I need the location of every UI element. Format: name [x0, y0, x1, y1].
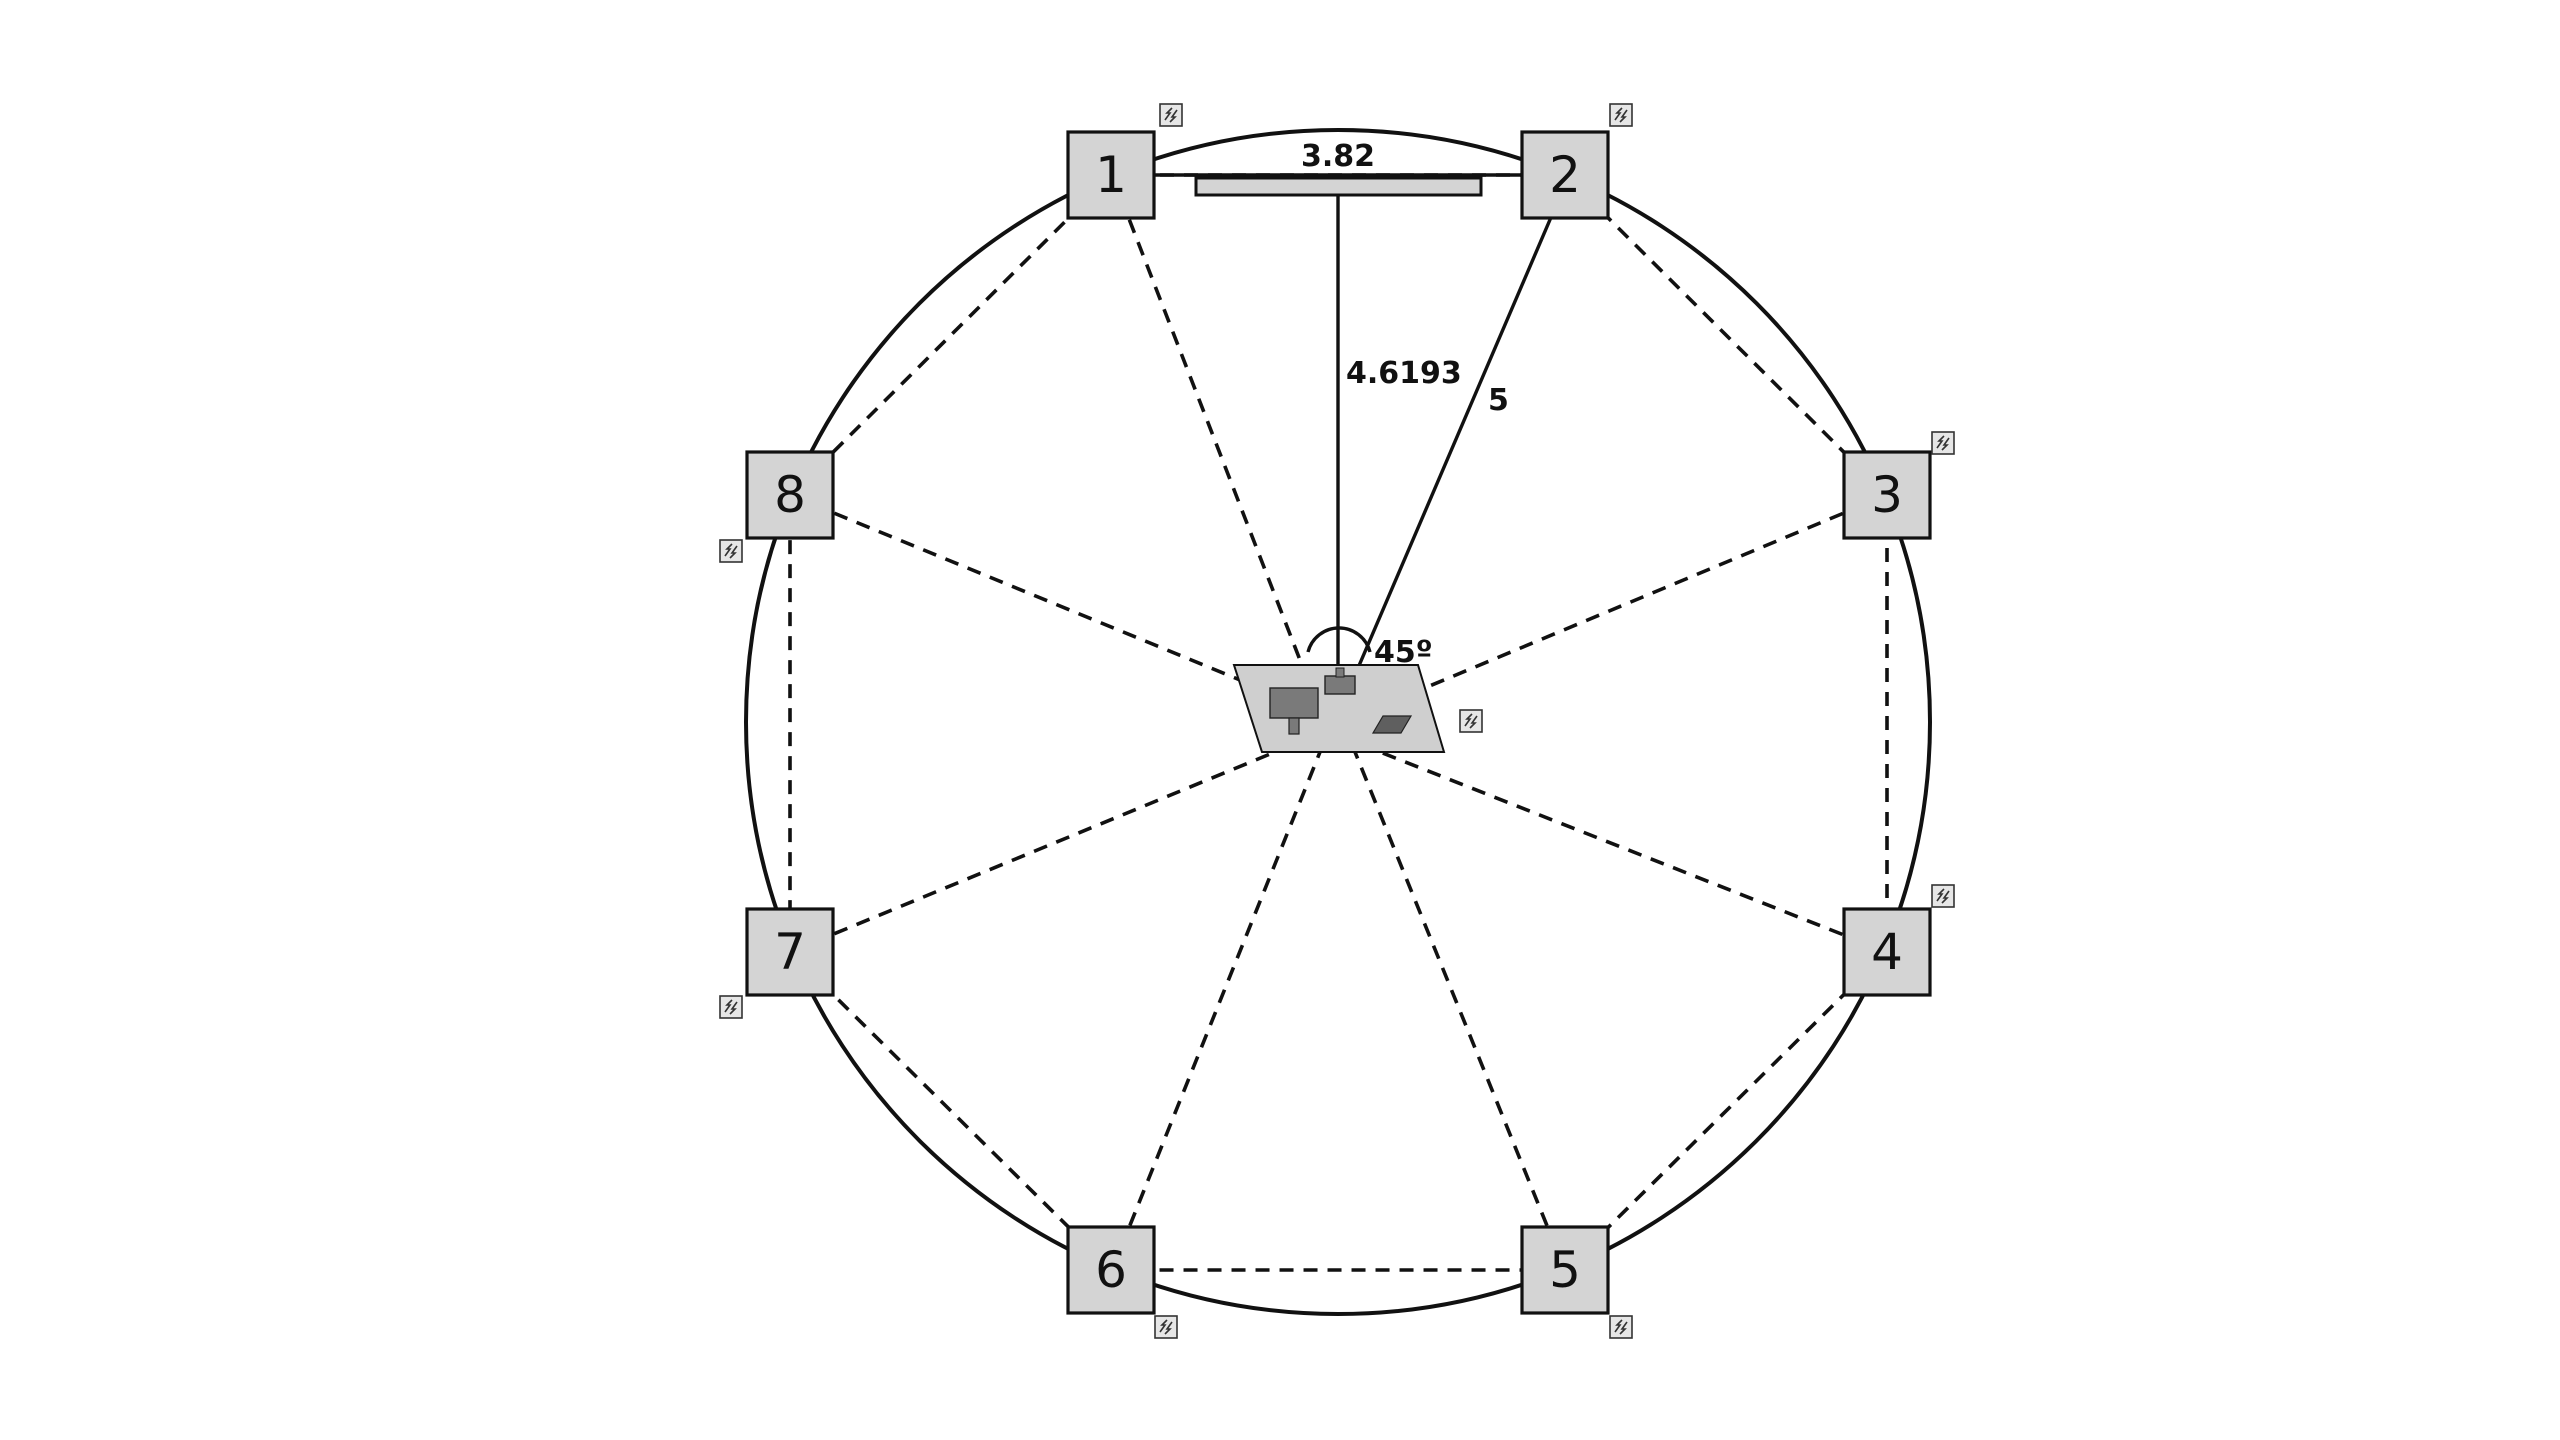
link-icon	[1159, 103, 1183, 127]
node-4-label: 4	[1871, 923, 1903, 981]
platform-component-knob	[1335, 667, 1345, 678]
link-icon	[1154, 1315, 1178, 1339]
spoke-7	[789, 750, 1276, 954]
node-3-label: 3	[1871, 466, 1903, 524]
spacing-label: 3.82	[1301, 139, 1375, 174]
spoke-4	[1379, 750, 1888, 954]
node-6-box	[1066, 1225, 1156, 1315]
node-1-label: 1	[1095, 146, 1127, 204]
outer-circle	[744, 128, 1932, 1316]
node-1-box	[1066, 130, 1156, 220]
radius-label: 5	[1488, 383, 1509, 418]
perpendicular-label: 4.6193	[1346, 356, 1462, 391]
node-7: 7	[745, 907, 835, 997]
octagon-perimeter	[788, 173, 1889, 1272]
link-icon	[719, 995, 743, 1019]
node-7-box	[745, 907, 835, 997]
node-5-label: 5	[1549, 1241, 1581, 1299]
angle-arc	[1306, 626, 1372, 653]
node-8-label: 8	[774, 466, 806, 524]
node-6: 6	[1066, 1225, 1156, 1315]
link-icon	[1609, 103, 1633, 127]
radius-line	[1356, 214, 1554, 669]
node-3-box	[1842, 450, 1932, 540]
node-2: 2	[1520, 130, 1610, 220]
node-5-box	[1520, 1225, 1610, 1315]
node-2-label: 2	[1549, 146, 1581, 204]
node-4: 4	[1842, 907, 1932, 997]
node-3: 3	[1842, 450, 1932, 540]
node-4-box	[1842, 907, 1932, 997]
spoke-8	[789, 493, 1241, 682]
spokes	[789, 174, 1888, 1271]
link-icon	[1931, 884, 1955, 908]
node-7-label: 7	[774, 923, 806, 981]
platform-component-small	[1324, 675, 1356, 695]
link-icon	[1609, 1315, 1633, 1339]
link-icon	[1459, 709, 1483, 733]
node-8: 8	[745, 450, 835, 540]
node-8-box	[745, 450, 835, 540]
link-icon	[719, 539, 743, 563]
platform-component-slab	[1371, 715, 1413, 734]
platform-component-large	[1269, 687, 1319, 719]
spoke-5	[1353, 751, 1567, 1271]
node-1: 1	[1066, 130, 1156, 220]
spoke-3	[1419, 493, 1888, 692]
spoke-1	[1110, 174, 1302, 661]
platform-icon	[1232, 664, 1446, 753]
platform-component-stem	[1288, 717, 1300, 735]
node-6-label: 6	[1095, 1241, 1127, 1299]
link-icon	[1931, 431, 1955, 455]
link-badges	[719, 103, 1955, 1339]
node-5: 5	[1520, 1225, 1610, 1315]
spacing-bar	[1194, 176, 1483, 197]
node-2-box	[1520, 130, 1610, 220]
spoke-6	[1110, 751, 1322, 1271]
